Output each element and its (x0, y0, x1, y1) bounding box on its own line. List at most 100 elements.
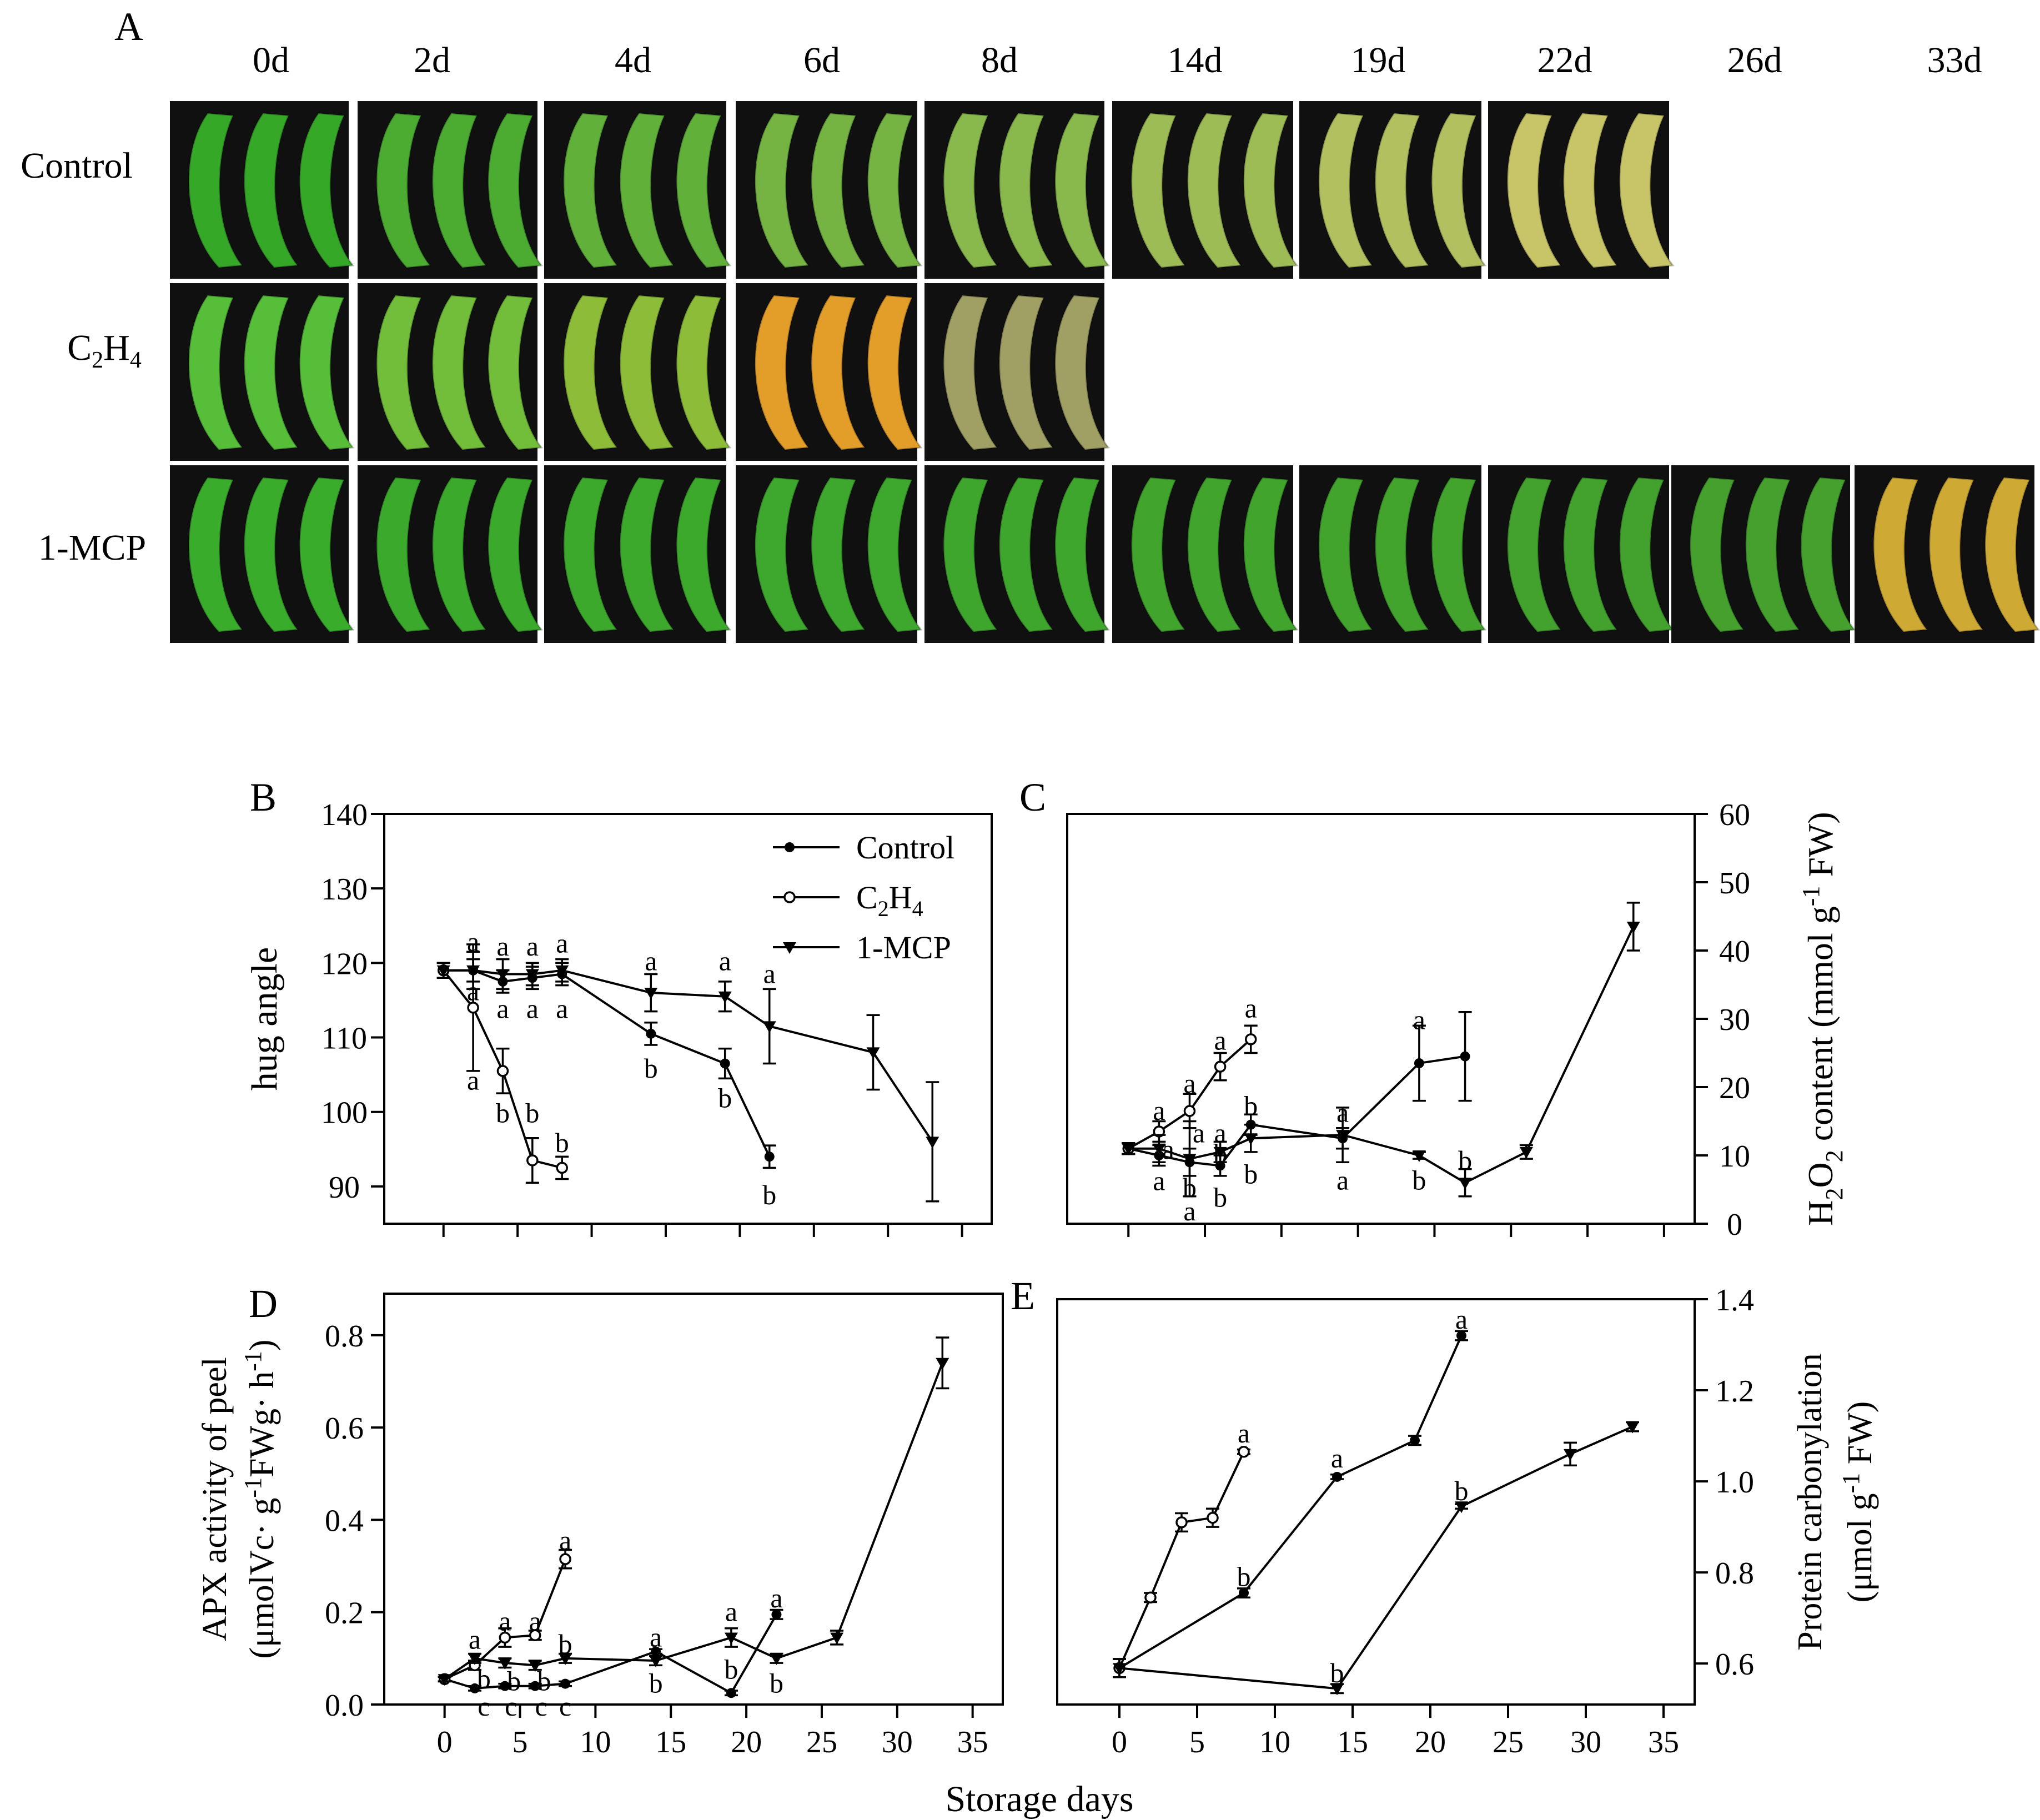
marker-1mcp (1626, 921, 1640, 933)
marker-1mcp (783, 942, 796, 954)
banana-photo (358, 283, 544, 461)
row-label-sub: 4 (130, 348, 142, 373)
significance-letter: a (526, 993, 539, 1024)
significance-letter: b (1213, 1182, 1227, 1213)
marker-control (530, 1681, 540, 1691)
significance-letter: b (1412, 1165, 1426, 1196)
label-sup: -1 (239, 1351, 267, 1371)
marker-1mcp (466, 965, 480, 977)
banana-fruit (1745, 476, 1801, 633)
day-label-14d: 14d (1168, 40, 1223, 81)
marker-1mcp (1412, 1150, 1426, 1162)
significance-letter: b (559, 1628, 572, 1660)
banana-fruit (487, 476, 544, 633)
label-sup: -1 (1797, 886, 1825, 907)
banana-fruit (675, 476, 732, 633)
significance-letter: a (1214, 1118, 1227, 1149)
day-label-4d: 4d (615, 40, 651, 81)
banana-fruit (431, 294, 488, 451)
banana-fruit (619, 476, 675, 633)
chart-e-protein-carbonylation: E 0.6 0.8 1.0 1.2 1.4 0 5 10 15 20 25 30 35 Protein ca… (1011, 1274, 1879, 1759)
significance-letter: b (1237, 1561, 1251, 1592)
day-label-2d: 2d (414, 40, 450, 81)
banana-photo (1299, 101, 1487, 279)
label-part: H (889, 879, 912, 916)
banana-fruit (1984, 476, 2040, 633)
marker-c2h4 (1207, 1511, 1219, 1524)
series-line (1128, 926, 1635, 1184)
series-1mcp (1122, 902, 1640, 1198)
y-tick-label: 0 (1727, 1208, 1742, 1242)
marker-1mcp (555, 965, 569, 977)
significance-letter: a (1336, 1165, 1349, 1196)
marker-1mcp (496, 969, 510, 981)
banana-fruit (562, 112, 619, 269)
significance-letter: a (467, 975, 479, 1006)
y-tick-label: 10 (1719, 1139, 1750, 1174)
marker-1mcp (1244, 1133, 1258, 1145)
significance-letter: b (718, 1083, 732, 1114)
marker-c2h4 (559, 1553, 571, 1565)
x-tick-label: 5 (512, 1725, 528, 1759)
significance-letter: b (1213, 1138, 1227, 1169)
marker-1mcp (644, 988, 658, 1000)
y-tick-label: 60 (1719, 798, 1750, 832)
banana-fruit (375, 112, 432, 269)
banana-fruit (998, 294, 1054, 451)
plot-frame (383, 813, 993, 1225)
day-label-33d: 33d (1927, 40, 1982, 81)
banana-photo (1299, 465, 1487, 643)
marker-1mcp (649, 1656, 663, 1668)
significance-letter: b (644, 1053, 658, 1084)
legend-label-c2h4: C2H4 (856, 879, 923, 921)
day-label-0d: 0d (253, 40, 289, 81)
banana-fruit (998, 476, 1054, 633)
series-line (444, 1613, 778, 1695)
significance-letter: b (1330, 1657, 1344, 1688)
significance-letter: a (556, 993, 568, 1024)
marker-1mcp (1183, 1154, 1197, 1166)
banana-fruit (867, 294, 923, 451)
label-sub: 2 (878, 896, 889, 921)
label-part: content (mmol g (1801, 906, 1840, 1150)
row-control: Control (21, 101, 1675, 279)
marker-control (1410, 1435, 1420, 1446)
marker-1mcp (936, 1358, 949, 1370)
significance-letter: a (496, 993, 509, 1024)
banana-photo (170, 283, 355, 461)
marker-1mcp (525, 969, 539, 981)
y-tick-label: 0.8 (325, 1319, 364, 1354)
x-tick-label: 35 (957, 1725, 988, 1759)
y-axis-label: H2O2 content (mmol g-1 FW) (1797, 812, 1848, 1225)
row-label-control: Control (21, 145, 133, 186)
banana-fruit (1054, 112, 1111, 269)
banana-fruit (1689, 476, 1745, 633)
day-label-8d: 8d (981, 40, 1018, 81)
label-part: (μmol g (1841, 1493, 1879, 1602)
marker-control (1456, 1330, 1466, 1341)
y-axis-label: APX activity of peel (196, 1357, 234, 1641)
marker-c2h4 (1244, 1033, 1257, 1045)
banana-fruit (1054, 294, 1111, 451)
banana-fruit (1243, 112, 1299, 269)
significance-letter: c (559, 1691, 571, 1722)
significance-letter: b (537, 1665, 551, 1696)
series-line (444, 1363, 944, 1680)
marker-1mcp (559, 1653, 572, 1665)
y-tick-label: 130 (321, 872, 368, 907)
marker-1mcp (926, 1137, 939, 1149)
banana-fruit (562, 294, 619, 451)
marker-1mcp (436, 965, 450, 977)
banana-fruit (1506, 112, 1562, 269)
marker-c2h4 (496, 1065, 509, 1077)
significance-letter: b (724, 1654, 738, 1685)
panel-label-e: E (1011, 1274, 1035, 1318)
series-c2h4 (436, 943, 569, 1184)
significance-letter: a (645, 946, 657, 977)
significance-letter: b (525, 1097, 539, 1128)
significance-letter: a (1183, 1195, 1195, 1226)
significance-letter: a (725, 1596, 737, 1627)
marker-1mcp (718, 991, 732, 1003)
banana-fruit (1054, 476, 1111, 633)
y-tick-label: 0.6 (1715, 1647, 1754, 1682)
